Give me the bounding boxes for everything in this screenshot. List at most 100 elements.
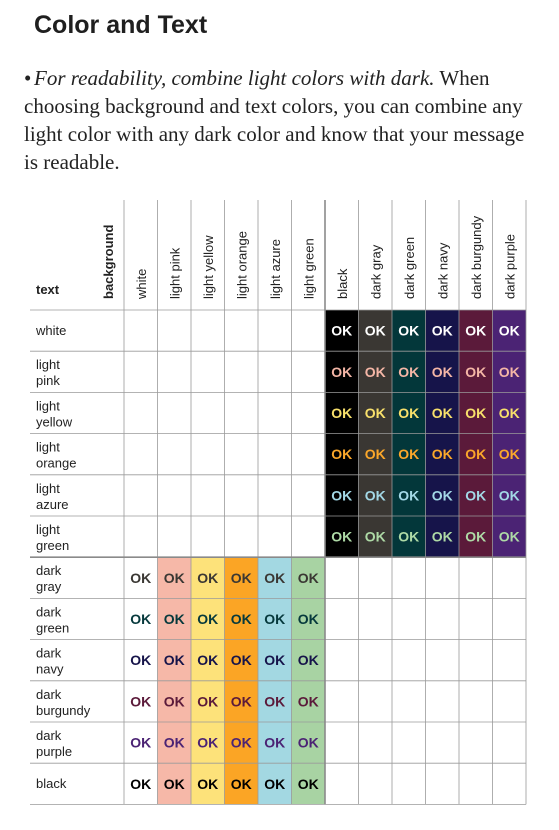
cell-bg-dark-burgundy-on-light-yellow — [191, 680, 225, 722]
column-label-light-pink: light pink — [167, 247, 182, 299]
cell-bg-dark-burgundy-on-light-orange — [224, 680, 258, 722]
column-label-light-green: light green — [301, 238, 316, 299]
cell-bg-white-on-dark-purple — [492, 310, 526, 352]
ok-mark-light-green-on-dark-gray: OK — [365, 529, 386, 545]
ok-mark-white-on-dark-burgundy: OK — [465, 323, 486, 339]
column-label-black: black — [335, 268, 350, 299]
ok-mark-dark-purple-on-white: OK — [130, 735, 151, 751]
ok-mark-light-green-on-black: OK — [331, 529, 352, 545]
column-label-white: white — [134, 269, 149, 300]
ok-mark-light-azure-on-dark-green: OK — [398, 487, 419, 503]
ok-mark-light-orange-on-dark-navy: OK — [432, 446, 453, 462]
cell-bg-light-green-on-dark-burgundy — [459, 516, 493, 558]
row-label-dark-burgundy: dark burgundy — [36, 687, 91, 718]
cell-bg-dark-gray-on-white — [124, 557, 158, 599]
ok-mark-dark-green-on-white: OK — [130, 611, 151, 627]
ok-mark-dark-burgundy-on-light-orange: OK — [231, 693, 252, 709]
ok-mark-dark-green-on-light-orange: OK — [231, 611, 252, 627]
ok-mark-black-on-light-green: OK — [298, 776, 319, 792]
page-title: Color and Text — [34, 11, 208, 39]
ok-mark-dark-gray-on-light-pink: OK — [164, 570, 185, 586]
ok-mark-dark-gray-on-white: OK — [130, 570, 151, 586]
ok-mark-light-azure-on-dark-gray: OK — [365, 487, 386, 503]
ok-mark-light-pink-on-dark-green: OK — [398, 364, 419, 380]
cell-bg-dark-green-on-white — [124, 598, 158, 640]
ok-mark-black-on-white: OK — [130, 776, 151, 792]
cell-bg-dark-navy-on-light-pink — [157, 639, 191, 681]
cell-bg-light-green-on-dark-purple — [492, 516, 526, 558]
column-label-dark-green: dark green — [402, 237, 417, 299]
ok-mark-dark-navy-on-light-pink: OK — [164, 652, 185, 668]
ok-mark-white-on-dark-navy: OK — [432, 323, 453, 339]
cell-bg-light-azure-on-dark-gray — [358, 474, 392, 516]
row-label-dark-gray: dark gray — [36, 563, 62, 594]
ok-mark-dark-green-on-light-azure: OK — [264, 611, 285, 627]
cell-bg-dark-burgundy-on-light-azure — [258, 680, 292, 722]
cell-bg-light-green-on-dark-navy — [425, 516, 459, 558]
ok-mark-dark-gray-on-light-green: OK — [298, 570, 319, 586]
ok-mark-light-orange-on-dark-gray: OK — [365, 446, 386, 462]
ok-mark-light-yellow-on-dark-purple: OK — [499, 405, 520, 421]
cell-bg-dark-gray-on-light-azure — [258, 557, 292, 599]
row-label-light-pink: light pink — [36, 357, 60, 388]
ok-mark-dark-burgundy-on-light-yellow: OK — [197, 693, 218, 709]
ok-mark-light-orange-on-dark-purple: OK — [499, 446, 520, 462]
cell-bg-dark-navy-on-light-orange — [224, 639, 258, 681]
cell-bg-dark-purple-on-light-green — [291, 722, 325, 764]
cell-bg-black-on-light-orange — [224, 763, 258, 805]
cell-bg-dark-purple-on-light-orange — [224, 722, 258, 764]
column-label-dark-burgundy: dark burgundy — [469, 215, 484, 299]
row-label-dark-purple: dark purple — [36, 728, 72, 759]
ok-mark-dark-navy-on-light-green: OK — [298, 652, 319, 668]
intro-body: When choosing background and text colors… — [24, 66, 525, 174]
ok-mark-black-on-light-azure: OK — [264, 776, 285, 792]
ok-mark-light-pink-on-black: OK — [331, 364, 352, 380]
cell-bg-dark-purple-on-light-azure — [258, 722, 292, 764]
ok-mark-black-on-light-orange: OK — [231, 776, 252, 792]
ok-mark-light-orange-on-black: OK — [331, 446, 352, 462]
cell-bg-light-pink-on-dark-gray — [358, 351, 392, 393]
ok-mark-light-azure-on-dark-navy: OK — [432, 487, 453, 503]
ok-mark-dark-purple-on-light-yellow: OK — [197, 735, 218, 751]
cell-bg-dark-purple-on-white — [124, 722, 158, 764]
cell-bg-dark-green-on-light-azure — [258, 598, 292, 640]
ok-mark-light-azure-on-black: OK — [331, 487, 352, 503]
ok-mark-light-yellow-on-dark-burgundy: OK — [465, 405, 486, 421]
ok-mark-black-on-light-yellow: OK — [197, 776, 218, 792]
cell-bg-dark-burgundy-on-light-pink — [157, 680, 191, 722]
cell-bg-light-azure-on-black — [325, 474, 359, 516]
ok-mark-white-on-dark-green: OK — [398, 323, 419, 339]
cell-bg-light-pink-on-dark-burgundy — [459, 351, 493, 393]
cell-bg-white-on-dark-green — [392, 310, 426, 352]
row-label-white: white — [35, 323, 66, 338]
cell-bg-dark-purple-on-light-pink — [157, 722, 191, 764]
ok-mark-dark-purple-on-light-orange: OK — [231, 735, 252, 751]
ok-mark-white-on-dark-purple: OK — [499, 323, 520, 339]
cell-bg-light-green-on-black — [325, 516, 359, 558]
cell-bg-light-orange-on-dark-navy — [425, 433, 459, 475]
cell-bg-dark-purple-on-light-yellow — [191, 722, 225, 764]
cell-bg-black-on-light-azure — [258, 763, 292, 805]
ok-mark-dark-green-on-light-pink: OK — [164, 611, 185, 627]
cell-bg-light-yellow-on-dark-green — [392, 392, 426, 434]
ok-mark-dark-gray-on-light-azure: OK — [264, 570, 285, 586]
ok-mark-dark-burgundy-on-light-azure: OK — [264, 693, 285, 709]
ok-mark-black-on-light-pink: OK — [164, 776, 185, 792]
row-label-light-azure: light azure — [36, 481, 69, 512]
ok-mark-light-azure-on-dark-purple: OK — [499, 487, 520, 503]
bullet-marker: • — [24, 66, 32, 90]
cell-bg-light-pink-on-black — [325, 351, 359, 393]
cell-bg-light-orange-on-dark-gray — [358, 433, 392, 475]
cell-bg-white-on-dark-navy — [425, 310, 459, 352]
cell-bg-light-pink-on-dark-navy — [425, 351, 459, 393]
ok-mark-dark-gray-on-light-yellow: OK — [197, 570, 218, 586]
cell-bg-light-yellow-on-dark-burgundy — [459, 392, 493, 434]
ok-mark-dark-burgundy-on-light-green: OK — [298, 693, 319, 709]
cell-bg-light-green-on-dark-green — [392, 516, 426, 558]
ok-mark-light-green-on-dark-burgundy: OK — [465, 529, 486, 545]
ok-mark-dark-burgundy-on-light-pink: OK — [164, 693, 185, 709]
column-label-light-azure: light azure — [268, 239, 283, 299]
cell-bg-light-orange-on-black — [325, 433, 359, 475]
ok-mark-light-pink-on-dark-purple: OK — [499, 364, 520, 380]
ok-mark-dark-gray-on-light-orange: OK — [231, 570, 252, 586]
